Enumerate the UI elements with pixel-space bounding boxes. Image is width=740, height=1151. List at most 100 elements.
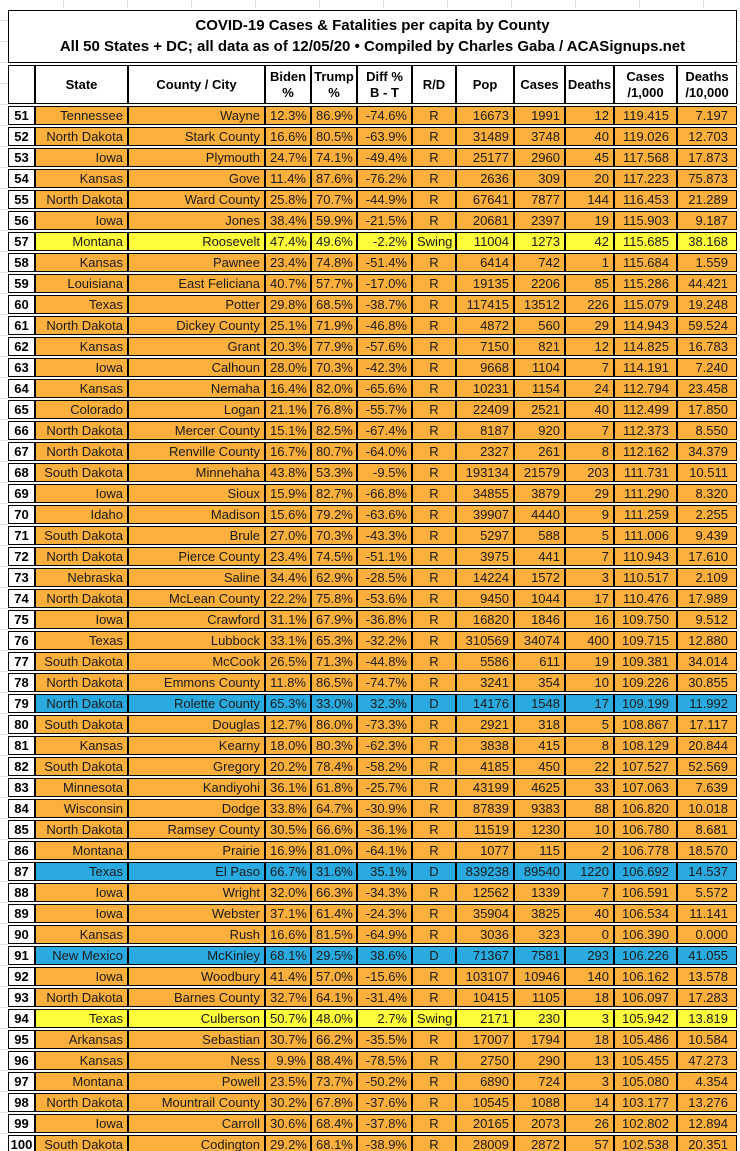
cell-pop[interactable]: 11519 — [456, 820, 514, 839]
cell-cases[interactable]: 1273 — [514, 232, 565, 251]
cell-cases[interactable]: 2073 — [514, 1114, 565, 1133]
cell-pop[interactable]: 8187 — [456, 421, 514, 440]
cell-deaths[interactable]: 17 — [565, 694, 614, 713]
cell-deaths[interactable]: 14 — [565, 1093, 614, 1112]
cell-state[interactable]: South Dakota — [35, 1135, 128, 1151]
cell-state[interactable]: Tennessee — [35, 106, 128, 125]
cell-cases[interactable]: 13512 — [514, 295, 565, 314]
cell-biden_pct[interactable]: 23.5% — [265, 1072, 311, 1091]
cell-deaths_per_10000[interactable]: 16.783 — [677, 337, 737, 356]
cell-rd[interactable]: R — [412, 967, 456, 986]
cell-rank[interactable]: 92 — [8, 967, 35, 986]
cell-deaths_per_10000[interactable]: 17.850 — [677, 400, 737, 419]
cell-county[interactable]: Gove — [128, 169, 265, 188]
cell-pop[interactable]: 67641 — [456, 190, 514, 209]
cell-biden_pct[interactable]: 18.0% — [265, 736, 311, 755]
cell-pop[interactable]: 16820 — [456, 610, 514, 629]
cell-biden_pct[interactable]: 16.6% — [265, 127, 311, 146]
cell-deaths[interactable]: 17 — [565, 589, 614, 608]
cell-pop[interactable]: 87839 — [456, 799, 514, 818]
cell-deaths_per_10000[interactable]: 21.289 — [677, 190, 737, 209]
cell-trump_pct[interactable]: 86.5% — [311, 673, 357, 692]
col-header-biden_pct[interactable]: Biden % — [265, 65, 311, 104]
cell-rank[interactable]: 62 — [8, 337, 35, 356]
cell-diff_pct[interactable]: -32.2% — [357, 631, 412, 650]
cell-diff_pct[interactable]: -36.8% — [357, 610, 412, 629]
cell-biden_pct[interactable]: 26.5% — [265, 652, 311, 671]
cell-rd[interactable]: R — [412, 1030, 456, 1049]
cell-rd[interactable]: R — [412, 274, 456, 293]
cell-deaths[interactable]: 24 — [565, 379, 614, 398]
cell-diff_pct[interactable]: -65.6% — [357, 379, 412, 398]
cell-biden_pct[interactable]: 23.4% — [265, 547, 311, 566]
cell-pop[interactable]: 310569 — [456, 631, 514, 650]
cell-cases_per_1000[interactable]: 116.453 — [614, 190, 677, 209]
cell-deaths_per_10000[interactable]: 8.681 — [677, 820, 737, 839]
cell-cases_per_1000[interactable]: 119.415 — [614, 106, 677, 125]
cell-rank[interactable]: 80 — [8, 715, 35, 734]
cell-deaths_per_10000[interactable]: 44.421 — [677, 274, 737, 293]
cell-pop[interactable]: 25177 — [456, 148, 514, 167]
cell-biden_pct[interactable]: 16.6% — [265, 925, 311, 944]
cell-diff_pct[interactable]: -9.5% — [357, 463, 412, 482]
cell-cases[interactable]: 724 — [514, 1072, 565, 1091]
cell-deaths_per_10000[interactable]: 0.000 — [677, 925, 737, 944]
cell-county[interactable]: East Feliciana — [128, 274, 265, 293]
cell-state[interactable]: North Dakota — [35, 820, 128, 839]
cell-diff_pct[interactable]: -43.3% — [357, 526, 412, 545]
cell-biden_pct[interactable]: 9.9% — [265, 1051, 311, 1070]
cell-county[interactable]: Culberson — [128, 1009, 265, 1028]
cell-deaths_per_10000[interactable]: 7.197 — [677, 106, 737, 125]
cell-diff_pct[interactable]: 2.7% — [357, 1009, 412, 1028]
cell-county[interactable]: Plymouth — [128, 148, 265, 167]
cell-rd[interactable]: R — [412, 925, 456, 944]
cell-pop[interactable]: 34855 — [456, 484, 514, 503]
cell-state[interactable]: North Dakota — [35, 316, 128, 335]
cell-rd[interactable]: D — [412, 694, 456, 713]
cell-pop[interactable]: 43199 — [456, 778, 514, 797]
cell-rd[interactable]: D — [412, 946, 456, 965]
cell-county[interactable]: Logan — [128, 400, 265, 419]
cell-cases[interactable]: 115 — [514, 841, 565, 860]
cell-county[interactable]: McCook — [128, 652, 265, 671]
cell-deaths[interactable]: 19 — [565, 652, 614, 671]
cell-trump_pct[interactable]: 74.1% — [311, 148, 357, 167]
cell-cases_per_1000[interactable]: 105.942 — [614, 1009, 677, 1028]
cell-rd[interactable]: R — [412, 253, 456, 272]
cell-trump_pct[interactable]: 66.3% — [311, 883, 357, 902]
cell-state[interactable]: South Dakota — [35, 757, 128, 776]
cell-deaths_per_10000[interactable]: 10.511 — [677, 463, 737, 482]
cell-cases_per_1000[interactable]: 112.373 — [614, 421, 677, 440]
cell-county[interactable]: Wayne — [128, 106, 265, 125]
cell-rd[interactable]: R — [412, 1072, 456, 1091]
cell-deaths[interactable]: 18 — [565, 1030, 614, 1049]
cell-diff_pct[interactable]: -15.6% — [357, 967, 412, 986]
cell-cases[interactable]: 560 — [514, 316, 565, 335]
cell-cases[interactable]: 261 — [514, 442, 565, 461]
cell-biden_pct[interactable]: 33.1% — [265, 631, 311, 650]
cell-diff_pct[interactable]: 32.3% — [357, 694, 412, 713]
cell-deaths_per_10000[interactable]: 52.569 — [677, 757, 737, 776]
cell-pop[interactable]: 839238 — [456, 862, 514, 881]
cell-state[interactable]: Iowa — [35, 358, 128, 377]
cell-rank[interactable]: 99 — [8, 1114, 35, 1133]
cell-cases[interactable]: 821 — [514, 337, 565, 356]
cell-cases_per_1000[interactable]: 112.499 — [614, 400, 677, 419]
cell-trump_pct[interactable]: 68.5% — [311, 295, 357, 314]
cell-deaths_per_10000[interactable]: 20.351 — [677, 1135, 737, 1151]
cell-deaths_per_10000[interactable]: 30.855 — [677, 673, 737, 692]
cell-deaths[interactable]: 1 — [565, 253, 614, 272]
cell-rank[interactable]: 96 — [8, 1051, 35, 1070]
cell-deaths[interactable]: 29 — [565, 484, 614, 503]
cell-pop[interactable]: 2327 — [456, 442, 514, 461]
cell-state[interactable]: Kansas — [35, 1051, 128, 1070]
cell-rank[interactable]: 89 — [8, 904, 35, 923]
cell-county[interactable]: Calhoun — [128, 358, 265, 377]
cell-rd[interactable]: R — [412, 631, 456, 650]
cell-rank[interactable]: 65 — [8, 400, 35, 419]
cell-trump_pct[interactable]: 73.7% — [311, 1072, 357, 1091]
cell-cases[interactable]: 588 — [514, 526, 565, 545]
cell-cases_per_1000[interactable]: 106.692 — [614, 862, 677, 881]
col-header-trump_pct[interactable]: Trump % — [311, 65, 357, 104]
cell-biden_pct[interactable]: 16.9% — [265, 841, 311, 860]
